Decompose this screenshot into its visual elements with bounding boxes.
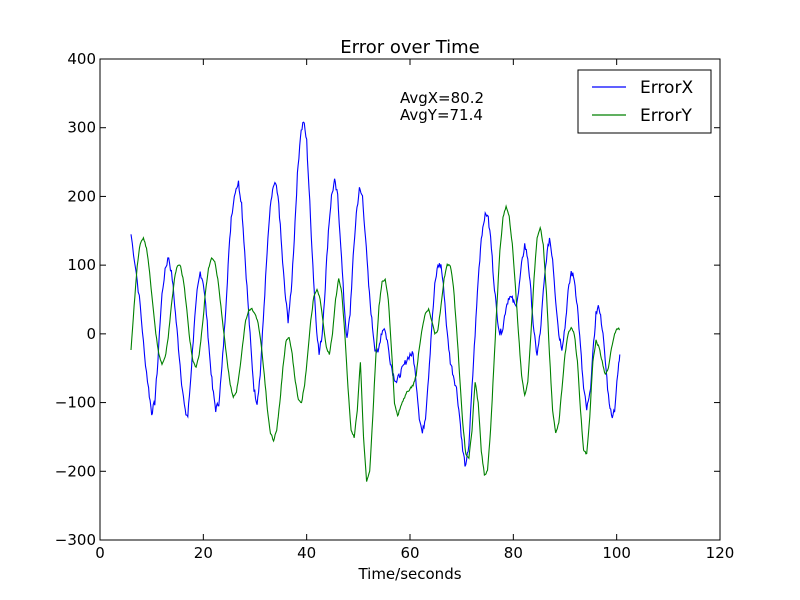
x-tick-label: 40 (297, 544, 316, 562)
x-tick-label: 80 (504, 544, 523, 562)
y-tick-label: −300 (55, 531, 96, 549)
x-tick-label: 100 (602, 544, 631, 562)
x-tick-label: 60 (400, 544, 419, 562)
y-tick-label: 0 (86, 325, 96, 343)
series-line-errorx (130, 121, 621, 467)
y-tick-label: −200 (55, 462, 96, 480)
y-tick-label: 400 (67, 50, 96, 68)
x-tick-label: 20 (194, 544, 213, 562)
legend-label-errorx: ErrorX (640, 78, 693, 98)
x-axis-label: Time/seconds (357, 565, 461, 583)
ticks-layer: 0 20 40 60 80 100 120 −300 −200 −100 0 100 200 300 400 (55, 50, 735, 562)
annotation-avg-x: AvgX=80.2 (400, 89, 484, 107)
series-line-errory (130, 204, 620, 482)
y-tick-label: 300 (67, 119, 96, 137)
x-tick-label: 0 (95, 544, 105, 562)
y-tick-label: 200 (67, 187, 96, 205)
legend-box (577, 69, 712, 134)
x-tick-label: 120 (706, 544, 735, 562)
annotation-avg-y: AvgY=71.4 (400, 106, 483, 124)
legend: ErrorX ErrorY (577, 69, 712, 134)
y-tick-label: 100 (67, 256, 96, 274)
legend-label-errory: ErrorY (640, 106, 692, 126)
chart-title: Error over Time (340, 37, 480, 58)
series-layer (130, 121, 621, 482)
y-tick-label: −100 (55, 394, 96, 412)
